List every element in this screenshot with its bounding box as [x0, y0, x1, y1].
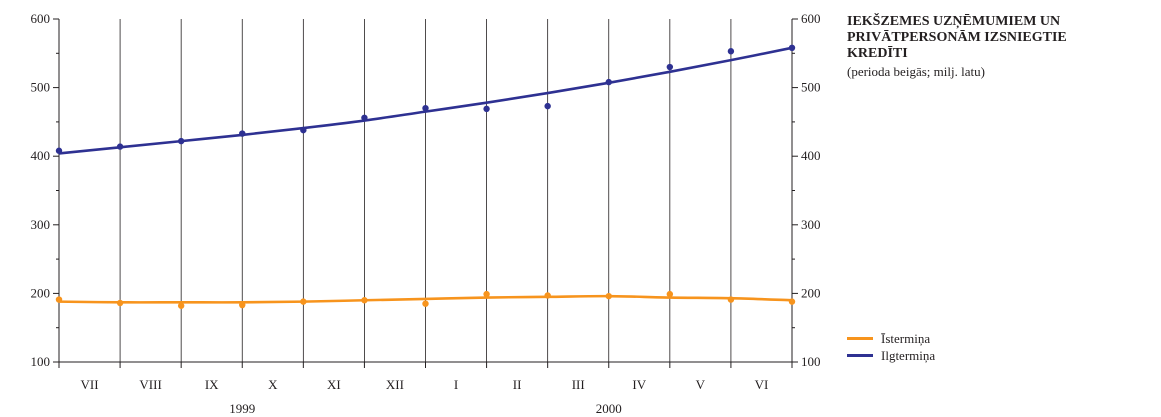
year-label: 2000	[596, 401, 622, 416]
legend: Īstermiņa Ilgtermiņa	[847, 330, 935, 364]
data-point-1	[177, 137, 185, 145]
month-label: XI	[327, 377, 341, 392]
legend-swatch-long-term	[847, 354, 873, 357]
y-tick-label-left: 500	[31, 80, 51, 95]
legend-item-long-term: Ilgtermiņa	[847, 347, 935, 364]
data-point-1	[544, 102, 551, 110]
data-point-0	[788, 298, 796, 305]
data-point-0	[666, 290, 674, 298]
data-point-0	[483, 290, 490, 298]
y-tick-label-right: 300	[801, 217, 821, 232]
y-tick-label-left: 400	[31, 148, 51, 163]
chart-title: IEKŠZEMES UZŅĒMUMIEM UN PRIVĀTPERSONĀM I…	[847, 14, 1067, 61]
data-point-1	[788, 44, 796, 52]
series-line-0	[58, 294, 793, 304]
data-point-0	[544, 292, 551, 299]
y-tick-label-right: 400	[801, 148, 821, 163]
data-point-0	[116, 299, 124, 307]
data-point-1	[422, 104, 429, 112]
year-label: 1999	[229, 401, 255, 416]
data-point-1	[483, 105, 490, 113]
data-point-0	[422, 300, 429, 307]
chart-subtitle: (perioda beigās; milj. latu)	[847, 64, 985, 79]
data-point-0	[727, 296, 735, 303]
data-point-0	[239, 301, 246, 309]
month-label: II	[513, 377, 522, 392]
month-label: VII	[81, 377, 99, 392]
legend-item-short-term: Īstermiņa	[847, 330, 935, 347]
axes	[53, 18, 798, 368]
y-tick-label-left: 300	[31, 217, 51, 232]
data-point-0	[605, 292, 612, 300]
y-tick-label-right: 600	[801, 11, 821, 26]
month-label: VI	[755, 377, 769, 392]
legend-label-short-term: Īstermiņa	[881, 330, 931, 346]
month-label: III	[572, 377, 585, 392]
data-point-1	[361, 114, 368, 121]
month-label: V	[696, 377, 706, 392]
y-tick-label-right: 100	[801, 354, 821, 369]
data-point-0	[55, 296, 63, 303]
y-tick-label-left: 600	[31, 11, 51, 26]
legend-label-long-term: Ilgtermiņa	[881, 347, 936, 363]
y-tick-label-right: 200	[801, 285, 821, 300]
data-point-0	[361, 297, 368, 304]
month-label: XII	[386, 377, 404, 392]
month-label: IV	[632, 377, 646, 392]
data-point-1	[300, 126, 307, 134]
data-point-1	[727, 48, 735, 55]
data-point-0	[300, 298, 307, 305]
month-label: VIII	[139, 377, 161, 392]
data-point-1	[605, 78, 612, 86]
month-label: I	[454, 377, 458, 392]
data-point-1	[239, 130, 246, 137]
series	[55, 44, 796, 309]
title-block: IEKŠZEMES UZŅĒMUMIEM UN PRIVĀTPERSONĀM I…	[847, 14, 1161, 80]
y-tick-label-left: 100	[31, 354, 51, 369]
y-tick-label-left: 200	[31, 285, 51, 300]
data-point-0	[177, 302, 185, 309]
month-label: IX	[205, 377, 219, 392]
data-point-1	[55, 147, 63, 154]
y-tick-label-right: 500	[801, 80, 821, 95]
grid-lines	[119, 19, 732, 362]
month-label: X	[268, 377, 278, 392]
legend-swatch-short-term	[847, 337, 873, 340]
data-point-1	[116, 143, 124, 150]
data-point-1	[666, 63, 674, 71]
